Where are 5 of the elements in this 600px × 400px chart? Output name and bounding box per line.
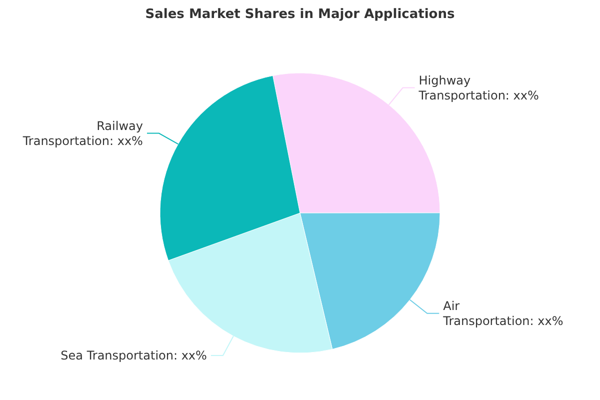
- slice-label: Highway Transportation: xx%: [418, 73, 539, 102]
- chart-title: Sales Market Shares in Major Applications: [145, 7, 455, 22]
- slice-label: Sea Transportation: xx%: [60, 348, 207, 363]
- slice-label: Railway Transportation: xx%: [22, 118, 143, 148]
- slice-label: Air Transportation: xx%: [442, 298, 564, 328]
